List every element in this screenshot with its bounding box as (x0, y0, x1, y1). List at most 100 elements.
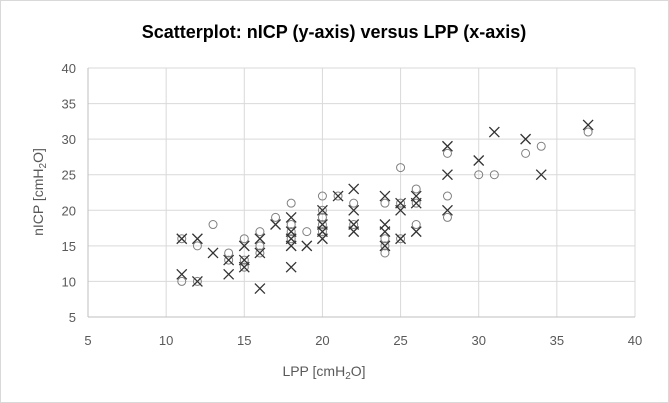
data-point-x (582, 119, 594, 131)
data-point-x (207, 247, 219, 259)
data-point-circle (411, 198, 421, 208)
data-point-circle (255, 248, 265, 258)
data-point-circle (317, 205, 327, 215)
data-point-circle (349, 198, 359, 208)
data-point-circle (177, 276, 187, 286)
x-tick-label: 15 (237, 333, 251, 348)
y-tick-label: 35 (62, 97, 76, 112)
data-point-x (285, 261, 297, 273)
chart-title: Scatterplot: nICP (y-axis) versus LPP (x… (142, 22, 526, 42)
data-point-circle (177, 234, 187, 244)
data-point-x (410, 197, 422, 209)
data-point-circle (489, 170, 499, 180)
data-point-circle (286, 198, 296, 208)
data-point-circle (286, 220, 296, 230)
data-point-circle (474, 170, 484, 180)
x-axis-title-end: O] (351, 363, 366, 379)
x-tick-label: 25 (393, 333, 407, 348)
data-point-circle (583, 127, 593, 137)
y-axis-title-end: O] (30, 148, 46, 163)
y-tick-label: 25 (62, 168, 76, 183)
data-point-circle (521, 148, 531, 158)
data-point-circle (271, 212, 281, 222)
y-tick-label: 40 (62, 61, 76, 76)
plot-axes (87, 68, 635, 318)
data-point-x (223, 254, 235, 266)
data-point-circle (239, 255, 249, 265)
data-point-circle (442, 212, 452, 222)
data-point-circle (317, 191, 327, 201)
x-tick-label: 40 (628, 333, 642, 348)
data-point-circle (411, 220, 421, 230)
data-point-x (254, 233, 266, 245)
data-point-x (191, 233, 203, 245)
data-point-x (441, 204, 453, 216)
data-point-circle (239, 234, 249, 244)
y-tick-label: 20 (62, 203, 76, 218)
x-tick-label: 5 (84, 333, 91, 348)
data-point-x (379, 240, 391, 252)
data-point-circle (255, 241, 265, 251)
y-axis-title: nICP [cmH2O] (30, 148, 49, 236)
data-point-circle (302, 227, 312, 237)
data-point-x (379, 190, 391, 202)
data-point-x (520, 133, 532, 145)
data-point-circle (380, 248, 390, 258)
data-points (176, 119, 594, 295)
data-point-x (254, 247, 266, 259)
data-point-circle (192, 276, 202, 286)
data-point-x (285, 240, 297, 252)
y-tick-label: 10 (62, 274, 76, 289)
x-axis-title-main: LPP [cmH (282, 363, 345, 379)
data-point-circle (380, 198, 390, 208)
data-point-x (254, 283, 266, 295)
data-point-circle (317, 227, 327, 237)
data-point-x (285, 211, 297, 223)
data-point-x (238, 254, 250, 266)
x-axis-title: LPP [cmH2O] (282, 363, 365, 382)
data-point-circle (317, 220, 327, 230)
data-point-circle (224, 255, 234, 265)
y-tick-label: 30 (62, 132, 76, 147)
data-point-x (238, 240, 250, 252)
data-point-x (176, 268, 188, 280)
data-point-circle (255, 227, 265, 237)
data-point-x (395, 197, 407, 209)
data-point-circle (286, 234, 296, 244)
x-tick-label: 10 (159, 333, 173, 348)
data-point-x (316, 204, 328, 216)
data-point-circle (208, 220, 218, 230)
data-point-circle (239, 262, 249, 272)
data-point-circle (442, 148, 452, 158)
data-point-x (441, 140, 453, 152)
data-point-x (191, 275, 203, 287)
x-tick-label: 20 (315, 333, 329, 348)
data-point-circle (349, 220, 359, 230)
x-tick-label: 35 (550, 333, 564, 348)
y-axis-title-subscript: 2 (38, 162, 49, 168)
data-point-circle (396, 198, 406, 208)
x-axis-tick-labels: 5 10 15 20 25 30 35 40 (84, 333, 642, 348)
gridlines (88, 67, 636, 317)
y-axis-title-main: nICP [cmH (30, 168, 46, 235)
y-axis-tick-labels: 5 10 15 20 25 30 35 40 (62, 61, 76, 325)
y-tick-label: 5 (69, 310, 76, 325)
data-point-x (348, 183, 360, 195)
data-point-x (348, 204, 360, 216)
data-point-x (223, 268, 235, 280)
data-point-x (379, 226, 391, 238)
data-point-circle (396, 163, 406, 173)
data-point-x (316, 233, 328, 245)
data-point-x (332, 190, 344, 202)
data-point-circle (224, 248, 234, 258)
data-point-circle (192, 241, 202, 251)
data-point-x (488, 126, 500, 138)
data-point-x (395, 233, 407, 245)
data-point-circle (317, 212, 327, 222)
y-tick-label: 15 (62, 239, 76, 254)
x-axis-title-subscript: 2 (345, 371, 351, 382)
data-point-circle (411, 184, 421, 194)
data-point-circle (380, 234, 390, 244)
